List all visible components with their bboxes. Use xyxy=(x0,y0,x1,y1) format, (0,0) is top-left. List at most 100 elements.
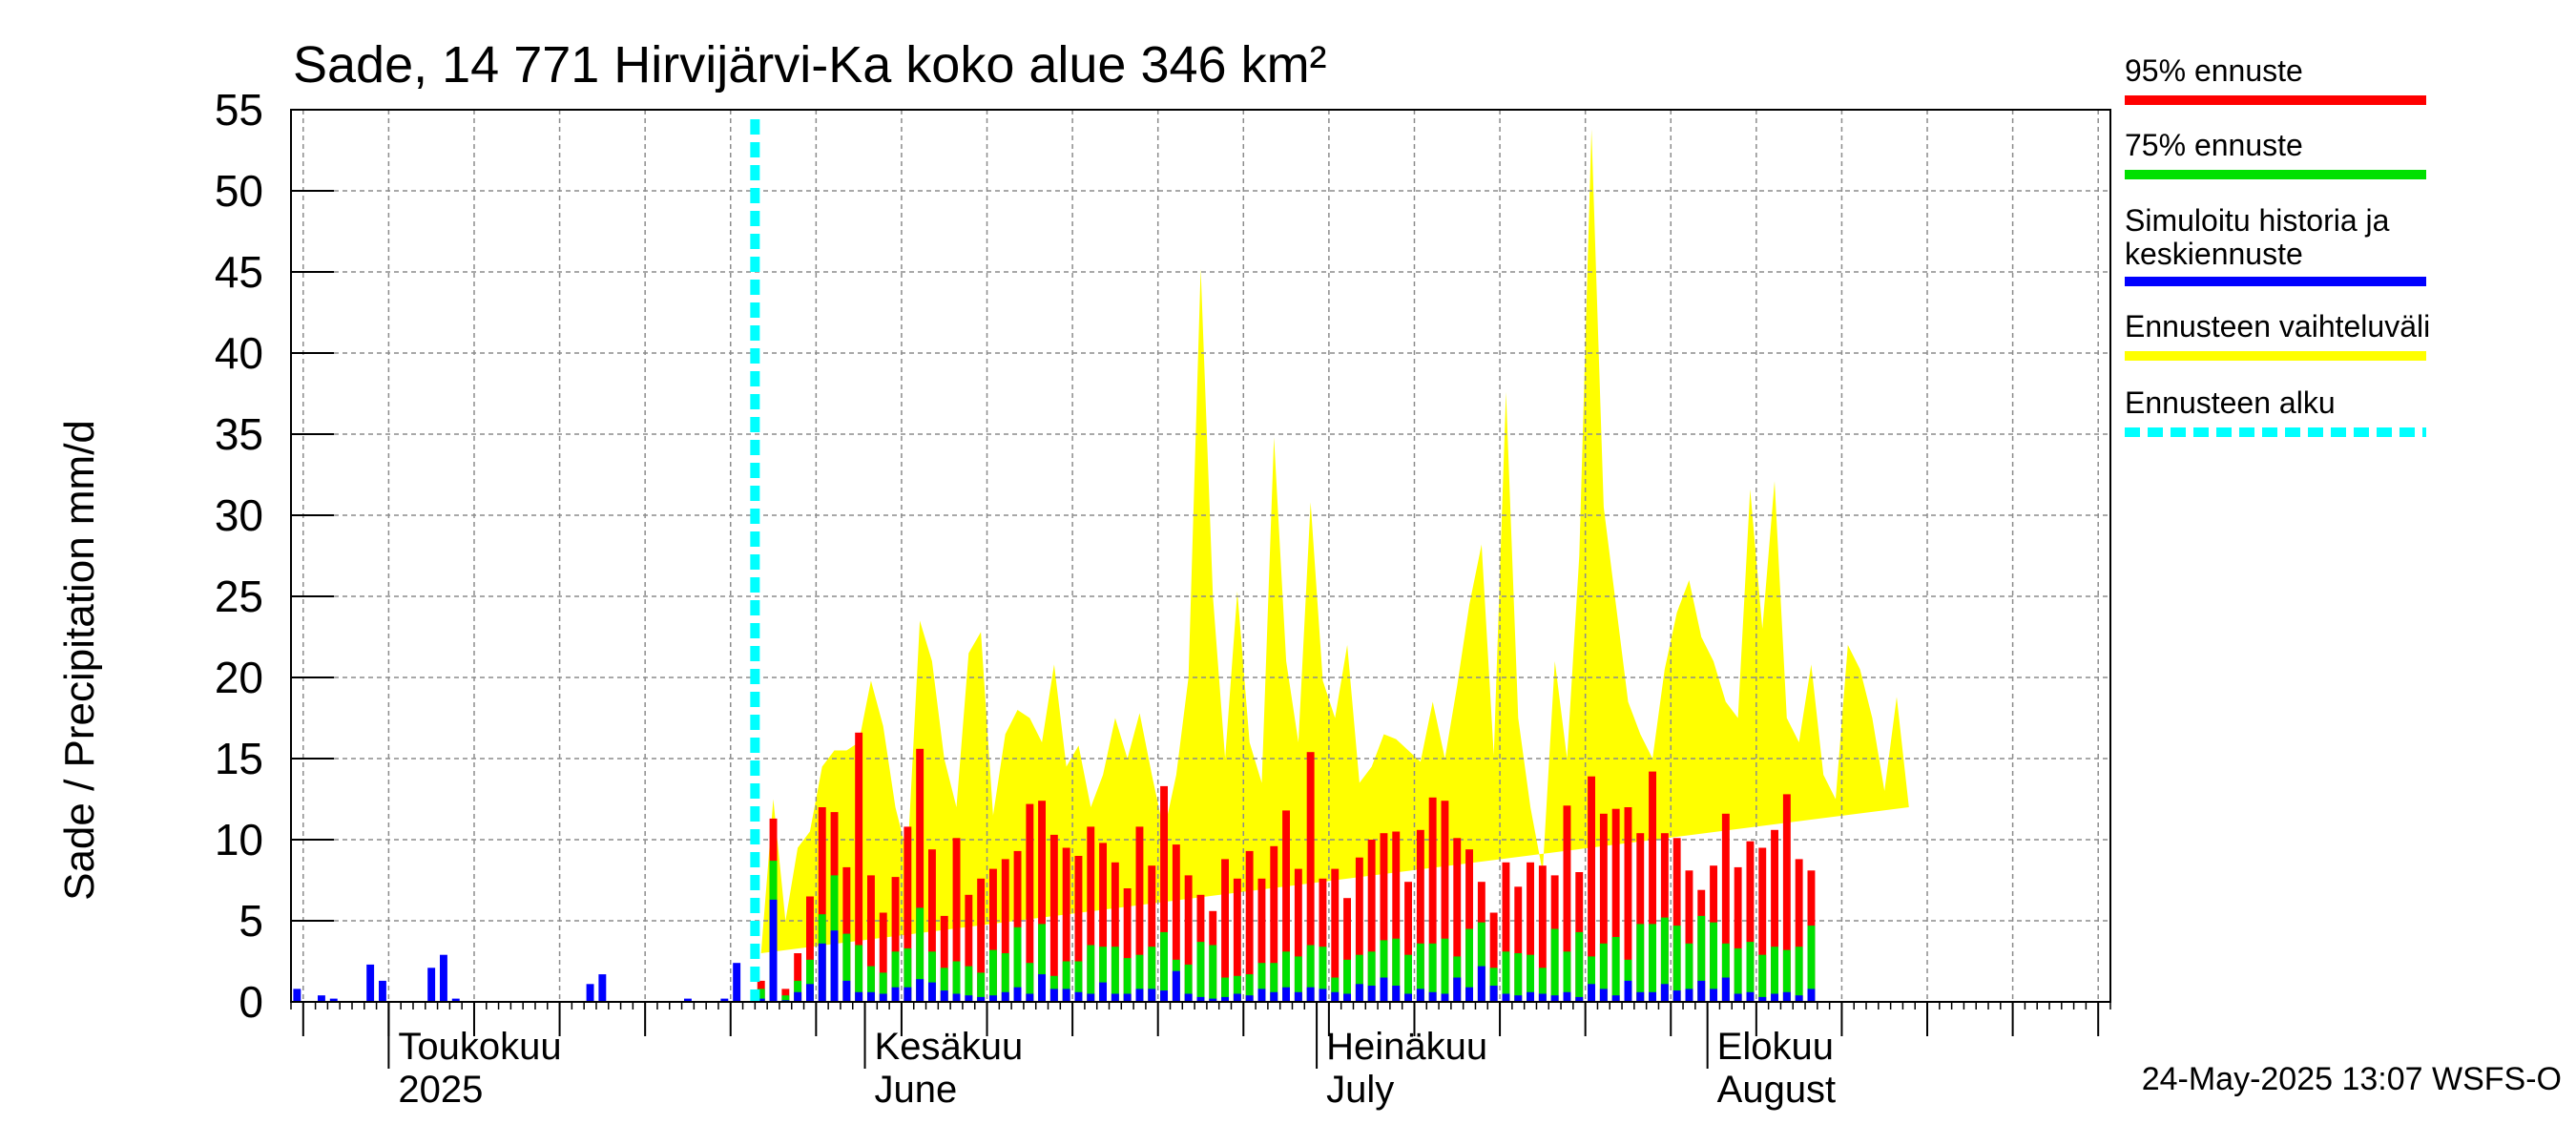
median-bar xyxy=(1294,991,1302,1002)
p75-bar xyxy=(891,951,900,1002)
y-tick-label: 5 xyxy=(239,896,263,946)
p75-bar xyxy=(1038,924,1046,1002)
median-bar xyxy=(818,943,826,1002)
x-month-label-secondary: August xyxy=(1717,1069,1837,1111)
p95-bar xyxy=(1233,878,1241,1002)
p95-bar xyxy=(1282,810,1290,1002)
x-month-label: Elokuu xyxy=(1717,1026,1834,1068)
median-bar xyxy=(1257,989,1266,1002)
p95-bar xyxy=(1538,865,1547,1002)
p75-bar xyxy=(1672,926,1681,1002)
history-bar xyxy=(366,964,375,1002)
median-bar xyxy=(916,979,924,1002)
p75-bar xyxy=(1111,947,1119,1002)
p95-bar xyxy=(1672,838,1681,1002)
median-bar xyxy=(879,993,887,1002)
legend: 95% ennuste 75% ennuste Simuloitu historia… xyxy=(2125,53,2430,437)
p95-bar xyxy=(1026,803,1034,1002)
p95-bar xyxy=(1527,862,1534,1002)
p75-bar xyxy=(806,959,814,1002)
history-bar xyxy=(379,980,386,1002)
p95-bar xyxy=(1099,843,1107,1002)
median-bar xyxy=(1538,993,1547,1002)
p95-bar xyxy=(1319,878,1327,1002)
p95-bar xyxy=(1758,847,1767,1002)
p95-bar xyxy=(1172,844,1180,1002)
x-month-label-secondary: June xyxy=(875,1069,958,1111)
p95-bar xyxy=(1331,868,1340,1002)
p95-bar xyxy=(1343,898,1351,1002)
median-bar xyxy=(1306,987,1315,1002)
median-bar xyxy=(1465,987,1473,1002)
p75-bar xyxy=(781,995,790,1002)
p75-bar xyxy=(1685,943,1693,1002)
p75-bar xyxy=(1087,945,1095,1002)
history-bar xyxy=(451,998,460,1002)
p95-bar xyxy=(1588,776,1595,1002)
median-bar xyxy=(1721,977,1730,1002)
y-tick-label: 20 xyxy=(215,653,263,702)
p95-bar xyxy=(1184,875,1193,1002)
legend-label: Simuloitu historia ja xyxy=(2125,203,2390,238)
p95-bar xyxy=(1062,847,1070,1002)
median-bar xyxy=(855,991,863,1002)
p75-bar xyxy=(1550,928,1559,1002)
y-tick-label: 50 xyxy=(215,166,263,216)
p75-bar xyxy=(1160,931,1168,1002)
p75-bar xyxy=(1135,954,1144,1002)
p75-bar xyxy=(1343,959,1351,1002)
p75-bar xyxy=(1184,964,1193,1002)
p95-bar xyxy=(1465,849,1473,1002)
median-bar xyxy=(1380,977,1388,1002)
p95-bar xyxy=(1148,865,1156,1002)
median-bar xyxy=(1135,989,1144,1002)
median-bar xyxy=(794,991,802,1002)
median-bar xyxy=(1282,987,1290,1002)
legend-label: 75% ennuste xyxy=(2125,128,2303,162)
p75-bar xyxy=(940,968,948,1002)
p95-bar xyxy=(1771,829,1778,1002)
median-bar xyxy=(1160,990,1168,1002)
p75-bar xyxy=(1795,947,1803,1002)
p95-bar xyxy=(891,877,900,1002)
y-tick-label: 35 xyxy=(215,409,263,459)
p95-bar xyxy=(1734,866,1742,1002)
median-bar xyxy=(1233,993,1241,1002)
p75-bar xyxy=(1221,977,1229,1002)
y-axis: 0 5 10 15 20 25 30 35 40 45 50 55 xyxy=(215,85,334,1027)
median-bar xyxy=(1710,989,1717,1002)
median-bar xyxy=(757,998,765,1002)
p95-bar xyxy=(1611,808,1620,1002)
x-month-label: Heinäkuu xyxy=(1326,1026,1487,1068)
p75-bar xyxy=(1282,951,1290,1002)
y-tick-label: 25 xyxy=(215,572,263,621)
grid-lines xyxy=(291,110,2110,1002)
p75-bar xyxy=(904,947,912,1002)
median-bar xyxy=(1660,984,1669,1002)
p75-bar xyxy=(1013,926,1022,1002)
p95-bar xyxy=(965,894,973,1002)
p95-bar xyxy=(1160,785,1168,1002)
history-bar xyxy=(720,998,729,1002)
p75-bar xyxy=(1477,922,1485,1002)
median-bar xyxy=(1184,993,1193,1002)
median-bar xyxy=(1111,993,1119,1002)
p75-bar xyxy=(1758,954,1767,1002)
p95-bar xyxy=(1294,868,1302,1002)
plot-frame xyxy=(290,109,2111,1003)
y-tick-label: 0 xyxy=(239,977,263,1027)
history-bar xyxy=(427,968,436,1002)
median-bar xyxy=(867,991,875,1002)
median-bar xyxy=(1734,993,1742,1002)
median-bar xyxy=(952,993,961,1002)
p95-bar xyxy=(1038,801,1046,1002)
median-bar xyxy=(1697,980,1706,1002)
median-bar xyxy=(965,995,973,1002)
p75-bar xyxy=(965,966,973,1002)
legend-label: Ennusteen alku xyxy=(2125,385,2336,420)
median-bar xyxy=(989,995,997,1002)
legend-label: keskiennuste xyxy=(2125,237,2303,271)
history-bar xyxy=(733,963,741,1002)
median-bar xyxy=(1074,991,1083,1002)
